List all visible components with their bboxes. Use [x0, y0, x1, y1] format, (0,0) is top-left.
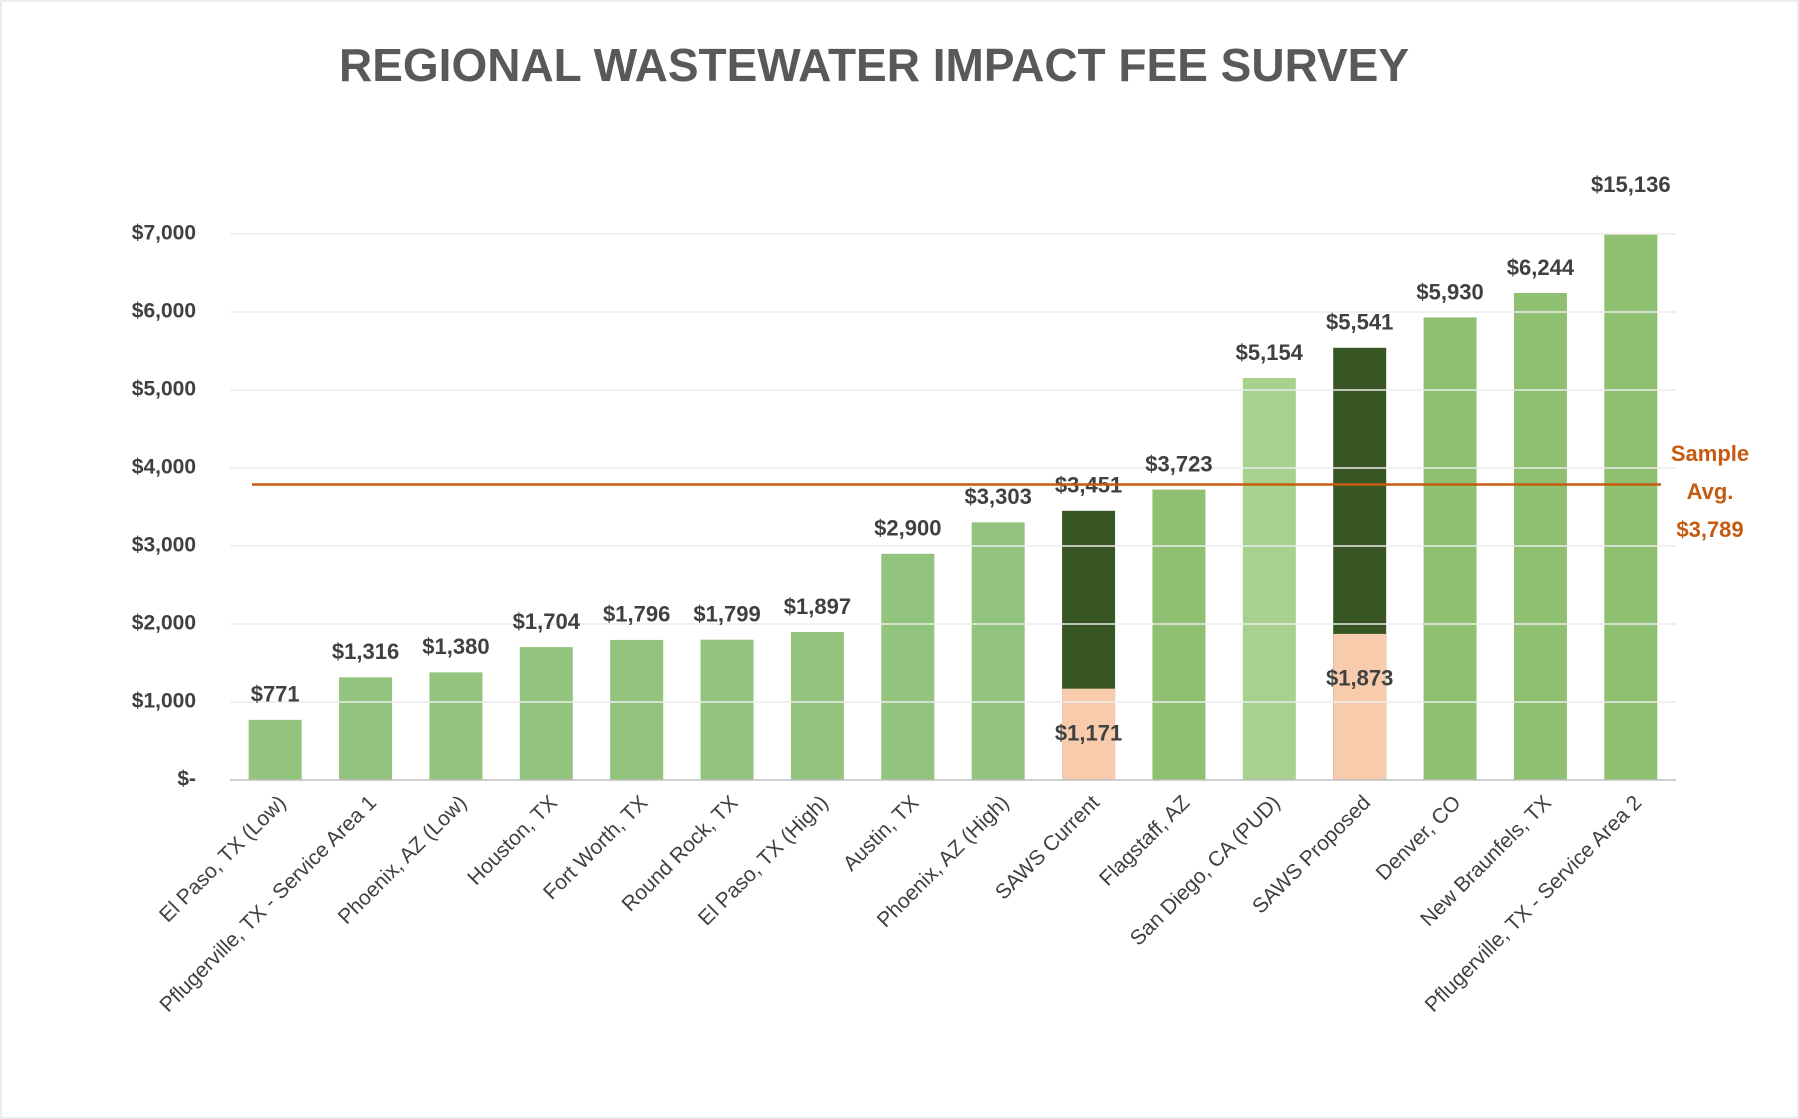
value-label: $1,704 — [513, 609, 581, 634]
y-tick-label: $- — [177, 768, 196, 791]
inner-value-label: $1,171 — [1055, 720, 1122, 745]
value-label: $5,541 — [1326, 310, 1393, 335]
value-label: $15,136 — [1591, 172, 1671, 197]
inner-bar — [1062, 688, 1116, 780]
bar — [519, 647, 573, 780]
value-label: $3,303 — [965, 484, 1032, 509]
value-label: $2,900 — [874, 516, 941, 541]
bar — [610, 639, 664, 780]
bar — [790, 632, 844, 780]
y-tick-label: $7,000 — [132, 222, 196, 245]
value-label: $1,316 — [332, 639, 399, 664]
value-label: $1,799 — [693, 601, 760, 626]
value-label: $6,244 — [1507, 255, 1575, 280]
bar — [700, 639, 754, 780]
bar — [1242, 377, 1296, 780]
chart-title: REGIONAL WASTEWATER IMPACT FEE SURVEY — [339, 39, 1409, 91]
bar — [248, 719, 302, 780]
value-label: $5,930 — [1416, 279, 1483, 304]
bar — [1423, 317, 1477, 780]
reference-label: Sample — [1671, 441, 1749, 466]
bar — [971, 522, 1025, 780]
value-label: $5,154 — [1236, 340, 1304, 365]
value-label: $771 — [251, 682, 300, 707]
y-tick-label: $1,000 — [132, 690, 196, 713]
reference-label: Avg. — [1687, 479, 1734, 504]
bar — [1604, 234, 1658, 781]
plot-area — [248, 234, 1658, 781]
y-tick-label: $3,000 — [132, 534, 196, 557]
reference-label: $3,789 — [1676, 517, 1743, 542]
bar — [881, 553, 935, 780]
value-label: $1,897 — [784, 594, 851, 619]
bar — [339, 677, 393, 780]
value-label: $1,380 — [422, 634, 489, 659]
inner-value-label: $1,873 — [1326, 666, 1393, 691]
bar — [429, 672, 483, 780]
y-tick-label: $2,000 — [132, 612, 196, 635]
y-tick-label: $6,000 — [132, 300, 196, 323]
bar — [1513, 292, 1567, 780]
inner-bar — [1333, 633, 1387, 780]
value-label: $3,723 — [1145, 451, 1212, 476]
bar — [1152, 489, 1206, 780]
y-tick-label: $5,000 — [132, 378, 196, 401]
value-label: $1,796 — [603, 602, 670, 627]
y-tick-label: $4,000 — [132, 456, 196, 479]
